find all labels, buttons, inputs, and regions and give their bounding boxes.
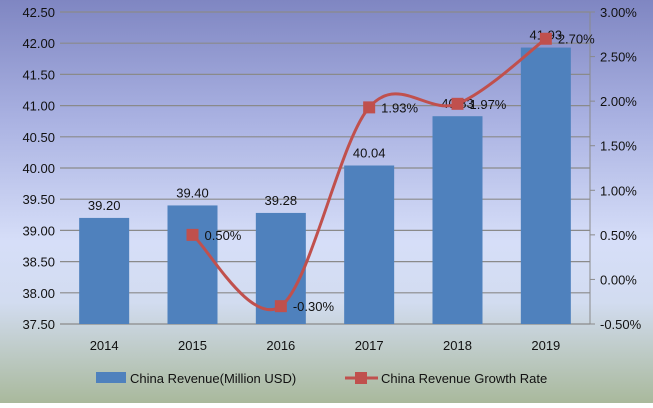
line-marker — [363, 101, 376, 114]
legend-line-marker — [355, 372, 367, 384]
bar-data-label: 39.20 — [88, 198, 121, 213]
line-marker — [274, 300, 287, 313]
left-tick-label: 39.50 — [22, 192, 55, 207]
right-tick-label: 3.00% — [600, 5, 637, 20]
right-tick-label: 2.00% — [600, 94, 637, 109]
bar — [167, 205, 218, 324]
left-tick-label: 39.00 — [22, 223, 55, 238]
right-tick-label: 2.50% — [600, 50, 637, 65]
x-tick-label: 2015 — [178, 338, 207, 353]
bar — [432, 116, 483, 324]
left-tick-label: 38.50 — [22, 255, 55, 270]
right-tick-label: 1.00% — [600, 183, 637, 198]
line-data-label: 1.97% — [470, 97, 507, 112]
growth-line — [191, 37, 547, 311]
left-tick-label: 42.50 — [22, 5, 55, 20]
line-data-label: 0.50% — [205, 228, 242, 243]
bar-data-label: 39.40 — [176, 185, 209, 200]
bar — [520, 47, 571, 325]
line-marker — [539, 32, 552, 45]
x-tick-label: 2017 — [355, 338, 384, 353]
line-data-label: 2.70% — [558, 32, 595, 47]
bar-data-label: 39.28 — [265, 193, 298, 208]
right-tick-label: -0.50% — [600, 317, 642, 332]
line-marker — [186, 228, 199, 241]
line-data-label: -0.30% — [293, 299, 335, 314]
bar — [344, 165, 395, 324]
left-tick-label: 40.50 — [22, 130, 55, 145]
left-tick-label: 40.00 — [22, 161, 55, 176]
right-tick-label: 0.00% — [600, 272, 637, 287]
legend-bar-swatch — [96, 372, 126, 383]
left-tick-label: 41.00 — [22, 99, 55, 114]
left-tick-label: 41.50 — [22, 67, 55, 82]
line-marker — [451, 97, 464, 110]
x-tick-label: 2016 — [266, 338, 295, 353]
right-tick-label: 0.50% — [600, 228, 637, 243]
x-tick-label: 2018 — [443, 338, 472, 353]
bar-data-label: 40.04 — [353, 146, 386, 161]
bar — [79, 217, 130, 324]
legend-label: China Revenue Growth Rate — [381, 371, 547, 386]
x-tick-label: 2019 — [531, 338, 560, 353]
legend-label: China Revenue(Million USD) — [130, 371, 296, 386]
left-tick-label: 38.00 — [22, 286, 55, 301]
left-tick-label: 37.50 — [22, 317, 55, 332]
line-data-label: 1.93% — [381, 100, 418, 115]
x-tick-label: 2014 — [90, 338, 119, 353]
right-tick-label: 1.50% — [600, 139, 637, 154]
left-tick-label: 42.00 — [22, 36, 55, 51]
